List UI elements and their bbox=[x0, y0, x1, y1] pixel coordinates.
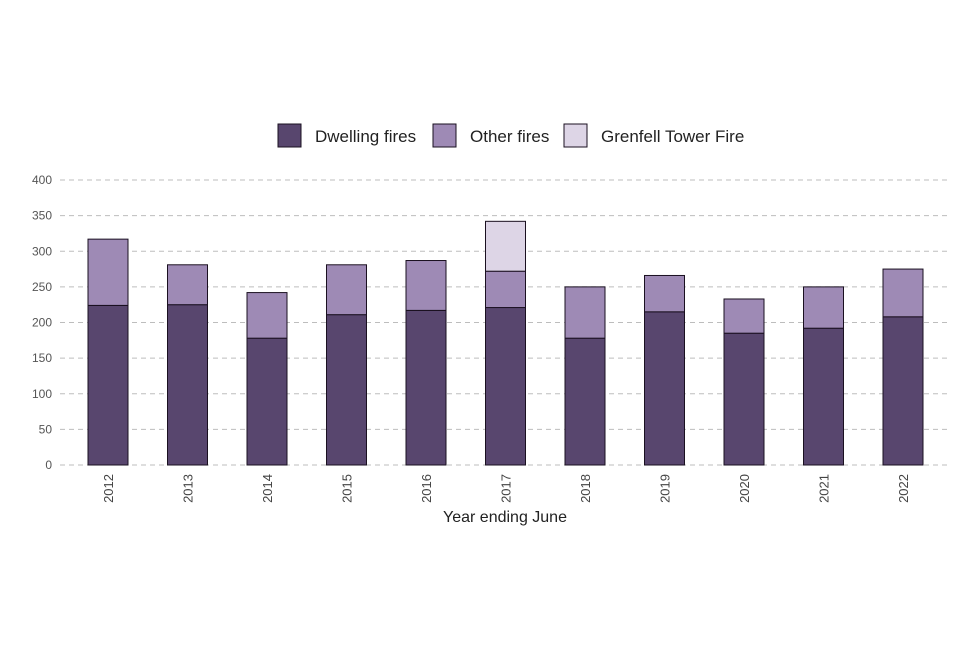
x-tick-label: 2018 bbox=[578, 474, 593, 503]
x-tick-label: 2021 bbox=[817, 474, 832, 503]
legend-swatch bbox=[563, 123, 588, 148]
x-tick-label: 2016 bbox=[419, 474, 434, 503]
bar-other-fires-2017 bbox=[485, 270, 526, 309]
x-tick-label: 2020 bbox=[737, 474, 752, 503]
bar-grenfell-tower-fire-2017 bbox=[485, 220, 526, 272]
bar-other-fires-2013 bbox=[167, 264, 208, 306]
x-tick-label: 2019 bbox=[658, 474, 673, 503]
y-axis-ticks: 0 50 100 150 200 250 300 350 400 bbox=[32, 173, 52, 472]
bar-dwelling-fires-2019 bbox=[644, 311, 685, 466]
x-tick-label: 2022 bbox=[896, 474, 911, 503]
y-tick-label: 200 bbox=[32, 316, 52, 330]
bar-dwelling-fires-2013 bbox=[167, 304, 208, 466]
y-tick-label: 0 bbox=[45, 458, 52, 472]
bar-other-fires-2015 bbox=[326, 264, 367, 316]
bar-other-fires-2019 bbox=[644, 274, 685, 313]
bar-dwelling-fires-2014 bbox=[246, 337, 288, 466]
bar-other-fires-2016 bbox=[405, 260, 447, 311]
legend-item: Dwelling fires bbox=[277, 123, 416, 148]
bar-other-fires-2018 bbox=[564, 286, 606, 339]
y-tick-label: 350 bbox=[32, 209, 52, 223]
bar-dwelling-fires-2018 bbox=[564, 337, 606, 466]
legend-label: Dwelling fires bbox=[315, 127, 416, 146]
bar-other-fires-2021 bbox=[803, 286, 844, 329]
bar-dwelling-fires-2020 bbox=[723, 332, 765, 466]
x-tick-label: 2013 bbox=[181, 474, 196, 503]
bar-other-fires-2022 bbox=[882, 268, 924, 318]
legend-swatch bbox=[277, 123, 302, 148]
legend-item: Grenfell Tower Fire bbox=[563, 123, 744, 148]
bars bbox=[87, 220, 924, 466]
bar-dwelling-fires-2022 bbox=[882, 316, 924, 466]
x-tick-label: 2015 bbox=[340, 474, 355, 503]
x-axis-title: Year ending June bbox=[443, 509, 567, 526]
bar-dwelling-fires-2016 bbox=[405, 309, 447, 466]
x-tick-label: 2012 bbox=[101, 474, 116, 503]
x-axis-ticks: 2012 2013 2014 2015 2016 2017 2018 2019 2020 2021… bbox=[101, 474, 911, 503]
legend: Dwelling fires Other fires Grenfell Tower … bbox=[277, 123, 744, 148]
y-tick-label: 400 bbox=[32, 173, 52, 187]
x-tick-label: 2014 bbox=[260, 474, 275, 503]
bar-other-fires-2020 bbox=[723, 298, 765, 334]
y-tick-label: 50 bbox=[39, 422, 53, 436]
x-tick-label: 2017 bbox=[499, 474, 514, 503]
bar-other-fires-2012 bbox=[87, 238, 129, 306]
legend-item: Other fires bbox=[432, 123, 549, 148]
legend-label: Grenfell Tower Fire bbox=[601, 127, 744, 146]
bar-dwelling-fires-2015 bbox=[326, 314, 367, 466]
y-tick-label: 150 bbox=[32, 351, 52, 365]
y-tick-label: 100 bbox=[32, 387, 52, 401]
y-tick-label: 250 bbox=[32, 280, 52, 294]
legend-swatch bbox=[432, 123, 457, 148]
y-tick-label: 300 bbox=[32, 244, 52, 258]
bar-other-fires-2014 bbox=[246, 292, 288, 339]
bar-dwelling-fires-2021 bbox=[803, 327, 844, 466]
bar-dwelling-fires-2017 bbox=[485, 307, 526, 466]
bar-dwelling-fires-2012 bbox=[87, 304, 129, 466]
legend-label: Other fires bbox=[470, 127, 549, 146]
